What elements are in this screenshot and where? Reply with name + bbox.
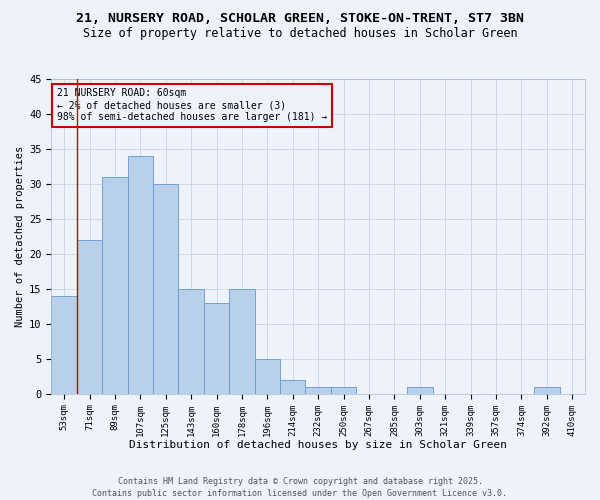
Bar [331, 387, 356, 394]
Bar [204, 303, 229, 394]
Bar [102, 177, 128, 394]
Bar [77, 240, 102, 394]
X-axis label: Distribution of detached houses by size in Scholar Green: Distribution of detached houses by size … [129, 440, 507, 450]
Text: Size of property relative to detached houses in Scholar Green: Size of property relative to detached ho… [83, 28, 517, 40]
Bar [153, 184, 178, 394]
Bar [229, 289, 254, 394]
Text: 21 NURSERY ROAD: 60sqm
← 2% of detached houses are smaller (3)
98% of semi-detac: 21 NURSERY ROAD: 60sqm ← 2% of detached … [57, 88, 327, 122]
Bar [128, 156, 153, 394]
Bar [178, 289, 204, 394]
Bar [52, 296, 77, 394]
Bar [280, 380, 305, 394]
Bar [305, 387, 331, 394]
Bar [534, 387, 560, 394]
Bar [407, 387, 433, 394]
Bar [254, 359, 280, 394]
Y-axis label: Number of detached properties: Number of detached properties [15, 146, 25, 327]
Text: Contains HM Land Registry data © Crown copyright and database right 2025.
Contai: Contains HM Land Registry data © Crown c… [92, 476, 508, 498]
Text: 21, NURSERY ROAD, SCHOLAR GREEN, STOKE-ON-TRENT, ST7 3BN: 21, NURSERY ROAD, SCHOLAR GREEN, STOKE-O… [76, 12, 524, 26]
